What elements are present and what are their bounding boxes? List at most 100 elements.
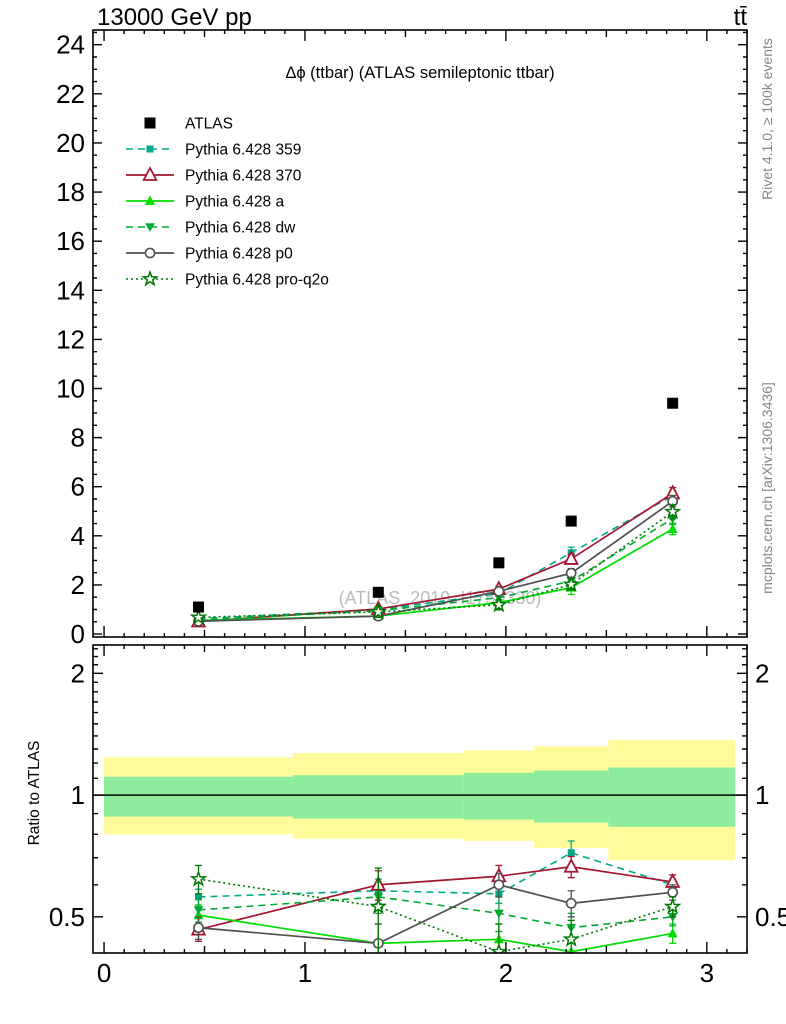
process-label: tt̄ bbox=[733, 4, 747, 31]
ratio-y-tick-label-right: 1 bbox=[755, 780, 769, 810]
inner-uncertainty-band bbox=[534, 770, 609, 823]
ratio-uncertainty-bands bbox=[93, 739, 747, 861]
open-star-marker bbox=[141, 269, 159, 287]
main-y-tick-label: 18 bbox=[56, 177, 85, 207]
main-panel-frame bbox=[92, 29, 748, 638]
square-marker bbox=[194, 893, 202, 901]
main-y-tick-label: 24 bbox=[56, 30, 85, 60]
series-pythia-6-428-a bbox=[193, 522, 678, 625]
legend-item-pythia-6-428-a: Pythia 6.428 a bbox=[126, 194, 284, 211]
main-y-tick-label: 2 bbox=[71, 570, 85, 600]
ratio-y-tick-label-right: 2 bbox=[755, 658, 769, 688]
series-pythia-6-428-p0 bbox=[193, 872, 679, 953]
ratio-y-tick-label-left: 0.5 bbox=[49, 902, 85, 932]
ratio-panel-frame bbox=[92, 644, 748, 954]
open-circle-marker bbox=[193, 922, 204, 934]
inner-uncertainty-band bbox=[292, 775, 464, 819]
open-star-marker bbox=[562, 575, 581, 592]
series-line bbox=[198, 492, 674, 623]
series-line bbox=[198, 511, 674, 619]
series-line bbox=[198, 851, 673, 898]
series-line bbox=[198, 528, 674, 622]
series-line bbox=[198, 865, 673, 931]
ratio-y-tick-label-left: 1 bbox=[71, 780, 85, 810]
legend-label: Pythia 6.428 a bbox=[185, 194, 284, 211]
series-pythia-6-428-359 bbox=[194, 840, 677, 906]
main-panel-series bbox=[189, 397, 682, 628]
x-tick-label: 1 bbox=[298, 958, 312, 988]
square-marker bbox=[565, 515, 577, 527]
square-marker bbox=[493, 557, 505, 569]
legend-item-pythia-6-428-p0: Pythia 6.428 p0 bbox=[126, 246, 293, 263]
open-circle-marker bbox=[493, 585, 505, 597]
down-triangle-marker bbox=[494, 909, 504, 919]
ratio-y-tick-label-left: 2 bbox=[71, 658, 85, 688]
open-star-marker bbox=[490, 595, 508, 613]
main-y-tick-label: 6 bbox=[71, 472, 85, 502]
down-triangle-marker bbox=[193, 906, 204, 915]
series-pythia-6-428-370 bbox=[190, 484, 681, 628]
legend-label: ATLAS bbox=[185, 116, 233, 133]
open-circle-marker bbox=[565, 897, 577, 909]
open-circle-marker bbox=[144, 247, 156, 259]
series-atlas bbox=[192, 397, 679, 613]
x-tick-label: 2 bbox=[499, 958, 513, 988]
open-star-marker bbox=[490, 942, 508, 953]
x-tick-label: 3 bbox=[700, 958, 714, 988]
series-pythia-6-428-pro-q2o bbox=[189, 864, 682, 953]
triangle-marker bbox=[667, 523, 678, 533]
open-circle-marker bbox=[493, 879, 505, 891]
legend-label: Pythia 6.428 pro-q2o bbox=[185, 272, 329, 289]
ratio-panel-series bbox=[189, 840, 682, 953]
open-star-marker bbox=[663, 502, 682, 520]
inner-uncertainty-band bbox=[463, 772, 535, 820]
mcplots-attribution: mcplots.cern.ch [arXiv:1306.3436] bbox=[759, 382, 775, 594]
legend-item-pythia-6-428-370: Pythia 6.428 370 bbox=[126, 166, 302, 185]
ratio-axis-label: Ratio to ATLAS bbox=[26, 740, 43, 846]
open-star-marker bbox=[663, 897, 682, 915]
plot-title: Δϕ (ttbar) (ATLAS semileptonic ttbar) bbox=[285, 64, 555, 82]
square-marker bbox=[144, 117, 156, 129]
main-y-tick-label: 8 bbox=[71, 423, 85, 453]
open-star-marker bbox=[562, 930, 581, 947]
main-y-tick-label: 12 bbox=[56, 324, 85, 354]
open-star-marker bbox=[369, 602, 388, 620]
axis-ticks bbox=[93, 30, 748, 953]
triangle-marker bbox=[667, 927, 678, 938]
open-circle-marker bbox=[667, 886, 679, 898]
legend-item-pythia-6-428-dw: Pythia 6.428 dw bbox=[126, 220, 296, 237]
legend-label: Pythia 6.428 359 bbox=[185, 142, 301, 159]
main-y-tick-label: 22 bbox=[56, 79, 85, 109]
main-y-tick-label: 0 bbox=[71, 619, 85, 649]
series-line bbox=[198, 883, 673, 945]
open-triangle-marker bbox=[563, 549, 579, 565]
ratio-y-tick-label-right: 0.5 bbox=[755, 902, 786, 932]
square-marker bbox=[146, 145, 154, 153]
square-marker bbox=[372, 586, 384, 598]
main-y-tick-label: 14 bbox=[56, 275, 85, 305]
down-triangle-marker bbox=[145, 223, 155, 232]
square-marker bbox=[567, 849, 575, 857]
inner-uncertainty-band bbox=[104, 776, 293, 817]
beam-energy-label: 13000 GeV pp bbox=[97, 4, 252, 31]
legend-item-pythia-6-428-359: Pythia 6.428 359 bbox=[126, 142, 301, 159]
series-pythia-6-428-359 bbox=[194, 490, 677, 623]
square-marker bbox=[192, 601, 204, 613]
open-star-marker bbox=[189, 869, 208, 887]
open-star-marker bbox=[189, 608, 208, 625]
x-tick-label: 0 bbox=[97, 958, 111, 988]
main-y-tick-label: 10 bbox=[56, 374, 85, 404]
square-marker bbox=[667, 397, 679, 409]
legend-label: Pythia 6.428 dw bbox=[185, 220, 296, 237]
open-triangle-marker bbox=[563, 857, 579, 873]
rivet-version-note: Rivet 4.1.0, ≥ 100k events bbox=[759, 38, 775, 200]
main-y-tick-label: 4 bbox=[71, 521, 85, 551]
legend-label: Pythia 6.428 370 bbox=[185, 168, 302, 185]
triangle-marker bbox=[145, 195, 155, 205]
legend-item-pythia-6-428-pro-q2o: Pythia 6.428 pro-q2o bbox=[126, 269, 329, 289]
series-pythia-6-428-pro-q2o bbox=[189, 502, 682, 625]
inner-uncertainty-band bbox=[608, 767, 736, 827]
open-triangle-marker bbox=[142, 166, 158, 181]
